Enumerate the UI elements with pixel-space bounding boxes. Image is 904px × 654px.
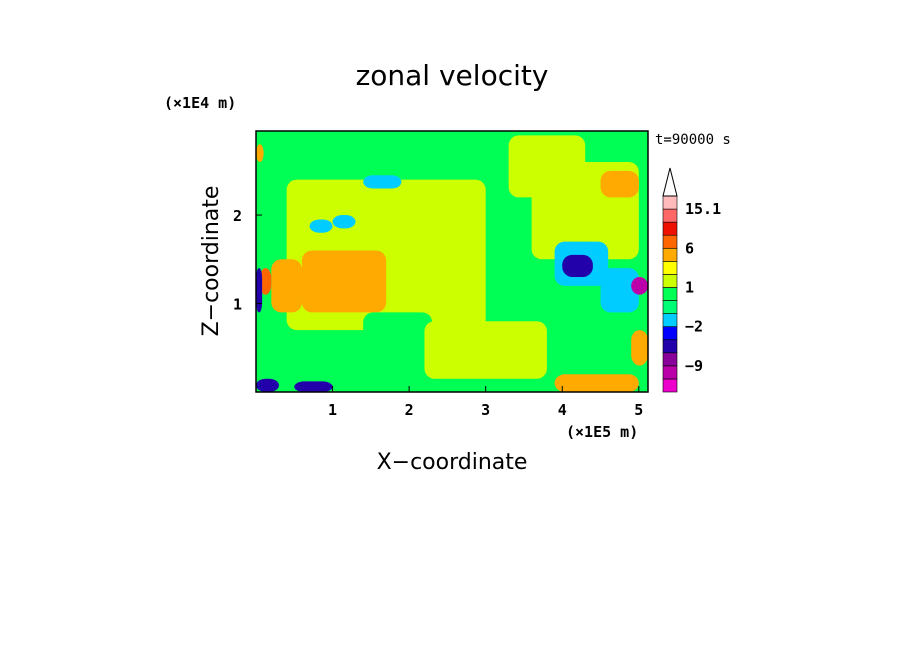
colorbar-swatch [662,208,678,223]
colorbar-tick-label: 6 [685,239,694,257]
time-label: t=90000 s [655,132,731,148]
x-tick-label: 4 [558,401,567,419]
colorbar-swatch [662,300,678,314]
contour-region [259,268,272,295]
colorbar-swatch [662,313,678,327]
contour-region [309,219,333,233]
y-scale-label: (×1E4 m) [164,94,236,112]
contour-region [332,215,356,229]
contour-region [424,321,547,379]
contour-region [294,381,333,392]
contour-region [271,259,302,313]
colorbar-swatch [662,234,678,249]
contour-region [631,276,648,295]
colorbar-swatch [662,195,678,210]
contour-region [256,144,264,162]
contour-region [600,170,639,198]
contour-region [363,312,433,357]
x-scale-label: (×1E5 m) [566,423,638,441]
colorbar-swatch [662,261,678,275]
y-tick-label: 2 [233,207,242,225]
x-axis-label: X−coordinate [377,450,528,475]
colorbar-extend-arrow [662,167,678,197]
contour-region [554,374,639,392]
x-tick-label: 2 [405,401,414,419]
contour-region [363,175,402,189]
colorbar-tick-label: 15.1 [685,200,721,218]
colorbar: 15.1 6 1 −2 −9 [662,167,721,393]
colorbar-swatch [662,352,678,367]
colorbar-swatch [662,326,678,341]
contour-field [256,131,648,392]
colorbar-swatch [662,378,678,393]
y-tick-label: 1 [233,296,242,314]
colorbar-swatch [662,339,678,354]
contour-region [631,330,648,366]
colorbar-tick-label: −2 [685,318,703,336]
colorbar-swatch [662,287,678,301]
colorbar-tick-label: −9 [685,357,703,375]
contour-region [600,268,639,313]
contour-region [562,254,593,277]
colorbar-swatch [662,274,678,288]
contour-region [301,250,387,313]
x-tick-label: 5 [634,401,643,419]
x-tick-label: 1 [328,401,337,419]
contour-region [256,378,279,392]
contour-region [256,268,263,313]
colorbar-swatch [662,365,678,380]
plot-frame [255,130,649,393]
y-axis: 12 [233,207,262,314]
colorbar-swatch [662,221,678,236]
x-axis: 1 2 3 4 5 [328,386,643,419]
chart-title: zonal velocity [356,59,549,92]
y-axis-label: Z−coordinate [199,186,224,337]
colorbar-tick-label: 1 [685,278,694,296]
colorbar-swatch [662,247,678,262]
x-tick-label: 3 [481,401,490,419]
